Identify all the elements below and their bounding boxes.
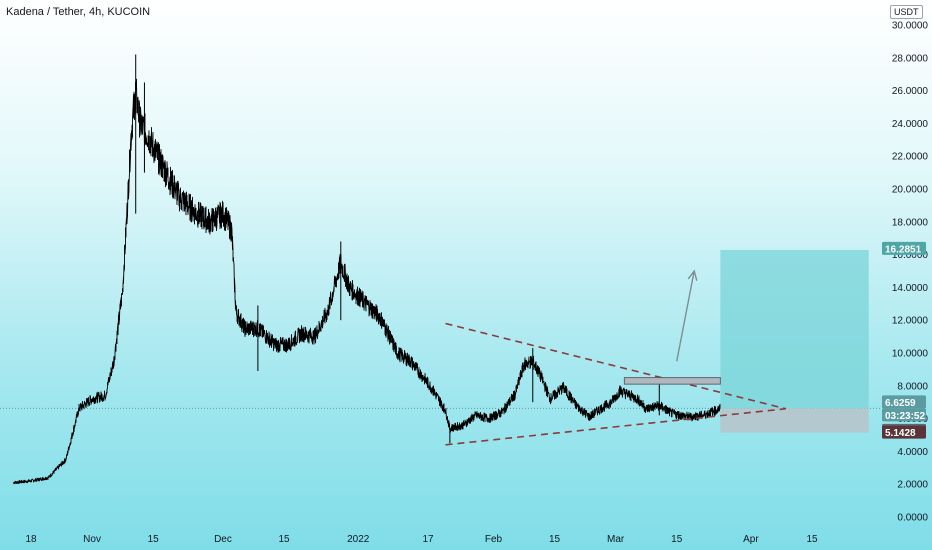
- y-tick-label: 4.0000: [897, 447, 928, 458]
- y-tick-label: 18.0000: [892, 217, 929, 228]
- x-tick-label: Apr: [743, 534, 759, 545]
- current-price-tag-bg: [882, 395, 926, 409]
- stop-price-tag-bg: [882, 425, 926, 439]
- target-price-tag-bg: [882, 241, 926, 255]
- descending-trendline: [445, 322, 787, 410]
- stop-price-tag-text: 5.1428: [885, 428, 916, 439]
- stop-zone: [720, 408, 869, 433]
- y-tick-label: 12.0000: [892, 316, 929, 327]
- projection-arrow: [676, 270, 695, 362]
- x-tick-label: 15: [806, 534, 818, 545]
- x-tick-label: Nov: [83, 534, 101, 545]
- x-tick-label: 18: [25, 534, 37, 545]
- stop-price-tag: 5.1428: [882, 425, 926, 439]
- drawing-overlays: [445, 269, 787, 446]
- x-tick-label: Mar: [607, 534, 625, 545]
- y-tick-label: 14.0000: [892, 283, 929, 294]
- x-tick-label: Dec: [214, 534, 232, 545]
- x-tick-label: 15: [278, 534, 290, 545]
- y-tick-label: 16.0000: [892, 250, 929, 261]
- x-tick-label: 2022: [347, 534, 370, 545]
- target-price-tag-text: 16.2851: [885, 244, 922, 255]
- y-tick-label: 10.0000: [892, 349, 929, 360]
- y-tick-label: 24.0000: [892, 119, 929, 130]
- countdown-tag-text: 03:23:52: [885, 411, 925, 422]
- y-axis: 0.00002.00004.00006.00008.000010.000012.…: [892, 21, 929, 524]
- x-tick-label: 15: [549, 534, 561, 545]
- target-zone: [720, 249, 869, 409]
- y-tick-label: 2.0000: [897, 480, 928, 491]
- y-tick-label: 30.0000: [892, 21, 929, 32]
- projection-arrow-head: [687, 269, 698, 281]
- current-price-tag: 6.6259: [882, 395, 926, 409]
- ascending-trendline: [445, 407, 786, 446]
- y-tick-label: 26.0000: [892, 86, 929, 97]
- y-tick-label: 20.0000: [892, 185, 929, 196]
- x-tick-label: 15: [148, 534, 160, 545]
- x-tick-label: 17: [422, 534, 434, 545]
- x-tick-label: 15: [671, 534, 683, 545]
- y-tick-label: 22.0000: [892, 152, 929, 163]
- current-price-tag-text: 6.6259: [885, 398, 916, 409]
- position-zones: [720, 249, 869, 433]
- chart-title: Kadena / Tether, 4h, KUCOIN: [6, 6, 151, 18]
- price-line: [13, 78, 721, 485]
- y-tick-label: 28.0000: [892, 53, 929, 64]
- countdown-tag-bg: [882, 408, 926, 422]
- y-tick-label: 0.0000: [897, 513, 928, 524]
- resistance-box: [623, 377, 721, 385]
- target-price-tag: 16.2851: [882, 241, 926, 255]
- x-axis: 18 Nov 15 Dec 15 2022 17 Feb 15 Mar 15 Apr 15: [25, 534, 818, 545]
- x-tick-label: Feb: [485, 534, 503, 545]
- price-series: [13, 54, 721, 485]
- currency-label: USDT: [890, 5, 923, 19]
- y-tick-label: 8.0000: [897, 381, 928, 392]
- countdown-tag: 03:23:52: [882, 408, 926, 422]
